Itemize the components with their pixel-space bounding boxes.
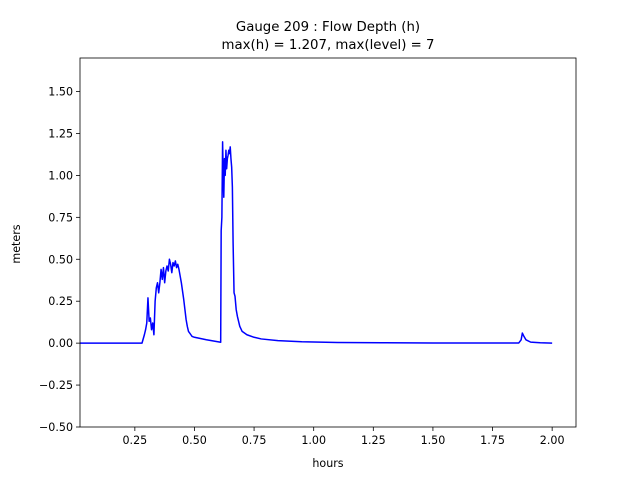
plot-frame [79, 57, 577, 428]
x-tick-label: 0.25 [122, 434, 147, 447]
y-tick-label: 0.25 [48, 295, 73, 308]
series-line-0 [80, 141, 553, 344]
x-tick-label: 1.75 [480, 434, 505, 447]
y-tick-label: 1.50 [48, 86, 73, 99]
x-tick-label: 0.50 [182, 434, 207, 447]
x-axis-label: hours [312, 457, 343, 470]
y-tick-label: 1.00 [48, 169, 73, 182]
chart-subtitle: max(h) = 1.207, max(level) = 7 [222, 38, 435, 53]
x-tick-label: 0.75 [242, 434, 267, 447]
x-tick-label: 1.00 [301, 434, 326, 447]
x-tick-label: 1.25 [361, 434, 386, 447]
y-tick-label: 0.75 [48, 211, 73, 224]
y-tick-label: 0.50 [48, 253, 73, 266]
y-tick-label: 0.00 [48, 337, 73, 350]
y-axis-ticks: −0.50 −0.25 0.00 0.25 0.50 0.75 1.00 1.25 1.50 [39, 86, 80, 434]
y-tick-label: 1.25 [48, 127, 73, 140]
y-axis-label: meters [10, 224, 23, 263]
y-tick-label: −0.50 [39, 421, 73, 434]
x-tick-label: 2.00 [540, 434, 565, 447]
series-line-group [80, 141, 553, 344]
x-tick-label: 1.50 [421, 434, 446, 447]
x-axis-ticks: 0.25 0.50 0.75 1.00 1.25 1.50 1.75 2.00 [122, 427, 565, 447]
chart-title: Gauge 209 : Flow Depth (h) [236, 20, 420, 35]
y-tick-label: −0.25 [39, 379, 73, 392]
